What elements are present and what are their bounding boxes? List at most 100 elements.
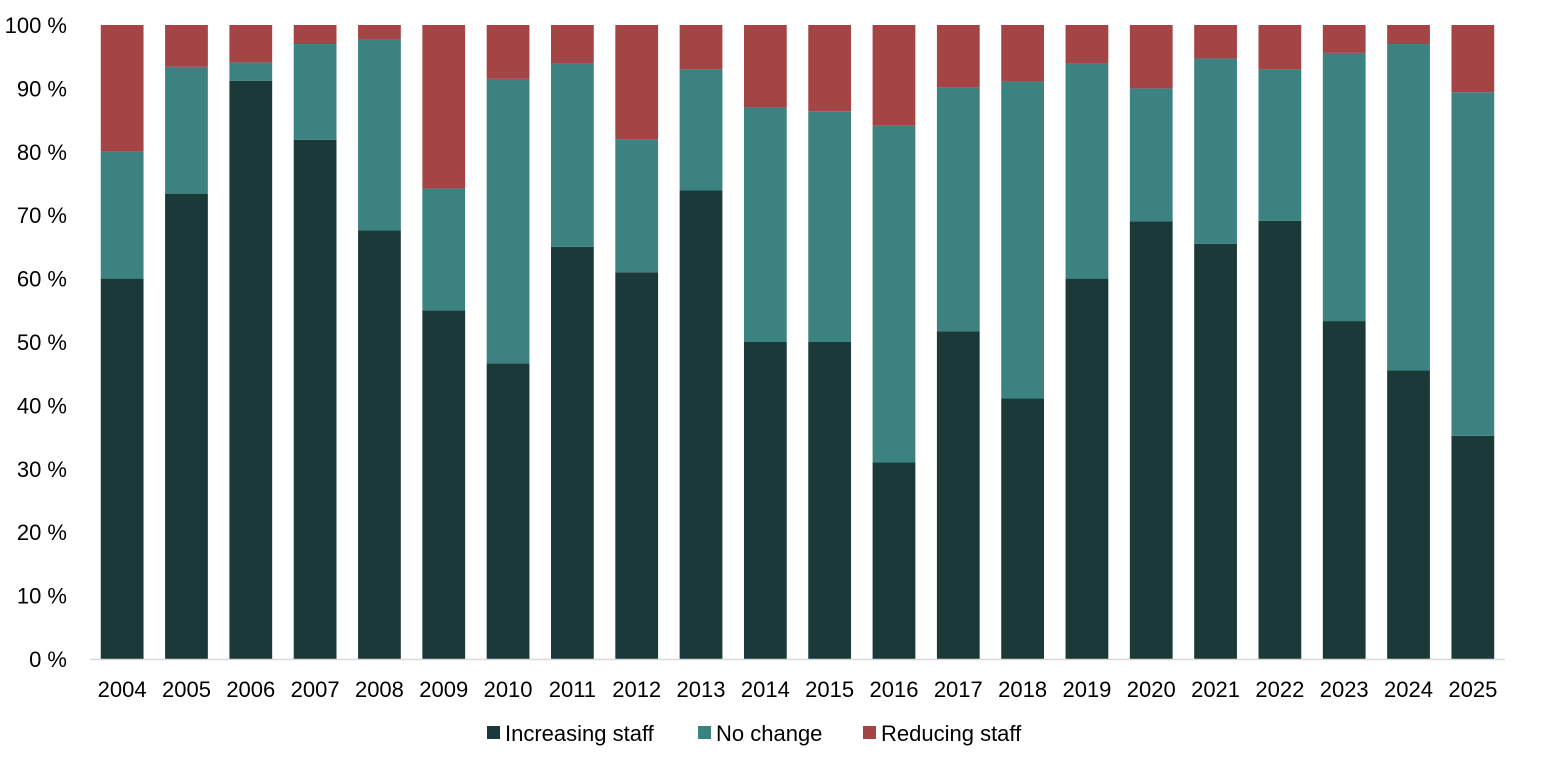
legend-label: Increasing staff bbox=[505, 721, 655, 746]
bar-reducing-staff-2009 bbox=[422, 25, 466, 189]
bar-reducing-staff-2017 bbox=[936, 25, 980, 88]
bar-increasing-staff-2011 bbox=[551, 246, 594, 659]
bar-increasing-staff-2017 bbox=[936, 331, 980, 659]
x-tick-label: 2004 bbox=[98, 677, 147, 702]
bar-no-change-2024 bbox=[1387, 44, 1430, 371]
bar-no-change-2004 bbox=[100, 151, 144, 279]
x-tick-label: 2019 bbox=[1062, 677, 1111, 702]
bar-reducing-staff-2023 bbox=[1322, 25, 1366, 53]
x-tick-label: 2011 bbox=[549, 677, 596, 702]
bar-stack-2025 bbox=[1451, 25, 1495, 659]
bar-reducing-staff-2013 bbox=[679, 25, 723, 70]
x-tick-label: 2008 bbox=[355, 677, 404, 702]
bar-stack-2011 bbox=[551, 25, 594, 659]
bar-no-change-2007 bbox=[293, 44, 337, 140]
legend-item-increasing-staff: Increasing staff bbox=[487, 721, 655, 746]
y-tick-label: 20 % bbox=[17, 520, 67, 545]
x-tick-label: 2020 bbox=[1127, 677, 1176, 702]
bar-increasing-staff-2015 bbox=[808, 342, 852, 659]
bar-reducing-staff-2021 bbox=[1194, 25, 1237, 59]
bar-increasing-staff-2020 bbox=[1129, 221, 1173, 660]
legend-item-no-change: No change bbox=[698, 721, 822, 746]
bar-no-change-2021 bbox=[1194, 58, 1237, 244]
bar-increasing-staff-2007 bbox=[293, 139, 337, 659]
bar-reducing-staff-2014 bbox=[743, 25, 787, 108]
bar-no-change-2008 bbox=[358, 38, 401, 231]
bar-stack-2017 bbox=[936, 25, 980, 659]
x-tick-label: 2015 bbox=[805, 677, 854, 702]
bar-reducing-staff-2024 bbox=[1387, 25, 1430, 45]
bar-no-change-2022 bbox=[1258, 69, 1302, 221]
x-tick-label: 2022 bbox=[1255, 677, 1304, 702]
bar-increasing-staff-2004 bbox=[100, 278, 144, 659]
bar-no-change-2025 bbox=[1451, 92, 1495, 436]
bar-stack-2023 bbox=[1322, 25, 1366, 659]
bar-reducing-staff-2004 bbox=[100, 25, 144, 152]
bar-increasing-staff-2008 bbox=[358, 230, 401, 660]
bar-reducing-staff-2025 bbox=[1451, 25, 1495, 93]
bar-no-change-2012 bbox=[615, 139, 659, 273]
bar-reducing-staff-2007 bbox=[293, 25, 337, 45]
x-tick-label: 2013 bbox=[677, 677, 726, 702]
y-tick-label: 90 % bbox=[17, 76, 67, 101]
bar-stack-2006 bbox=[229, 25, 273, 660]
legend-swatch bbox=[487, 726, 500, 739]
bar-stack-2022 bbox=[1258, 25, 1302, 659]
bar-increasing-staff-2006 bbox=[229, 80, 273, 660]
bar-stack-2018 bbox=[1001, 25, 1044, 659]
bar-increasing-staff-2009 bbox=[422, 310, 466, 659]
x-tick-label: 2024 bbox=[1384, 677, 1433, 702]
y-tick-label: 70 % bbox=[17, 203, 67, 228]
bar-no-change-2019 bbox=[1065, 63, 1109, 279]
bar-reducing-staff-2022 bbox=[1258, 25, 1302, 70]
bar-reducing-staff-2011 bbox=[551, 25, 594, 64]
bar-increasing-staff-2014 bbox=[743, 342, 787, 659]
bar-stack-2004 bbox=[100, 25, 144, 659]
bar-reducing-staff-2005 bbox=[165, 25, 208, 67]
bar-increasing-staff-2022 bbox=[1258, 220, 1302, 659]
x-axis: 2004 2005 2006 2007 2008 2009 2010 2011 2012 2013… bbox=[98, 677, 1498, 702]
bar-increasing-staff-2005 bbox=[165, 193, 208, 659]
bar-stack-2016 bbox=[872, 25, 916, 659]
x-tick-label: 2006 bbox=[226, 677, 275, 702]
bar-increasing-staff-2019 bbox=[1065, 278, 1109, 659]
legend-swatch bbox=[863, 726, 876, 739]
bar-no-change-2010 bbox=[486, 78, 530, 364]
bar-reducing-staff-2019 bbox=[1065, 25, 1109, 64]
bar-reducing-staff-2010 bbox=[486, 25, 530, 79]
legend-swatch bbox=[698, 726, 711, 739]
bar-reducing-staff-2016 bbox=[872, 25, 916, 126]
legend-label: No change bbox=[716, 721, 822, 746]
x-tick-label: 2005 bbox=[162, 677, 211, 702]
bar-increasing-staff-2021 bbox=[1194, 243, 1237, 660]
bar-no-change-2014 bbox=[743, 107, 787, 342]
x-tick-label: 2025 bbox=[1448, 677, 1497, 702]
y-tick-label: 60 % bbox=[17, 267, 67, 292]
bar-no-change-2020 bbox=[1129, 88, 1173, 222]
y-tick-label: 30 % bbox=[17, 457, 67, 482]
bar-increasing-staff-2016 bbox=[872, 462, 916, 659]
bars bbox=[100, 25, 1495, 660]
x-tick-label: 2007 bbox=[291, 677, 340, 702]
x-tick-label: 2018 bbox=[998, 677, 1047, 702]
bar-stack-2005 bbox=[165, 25, 208, 659]
bar-increasing-staff-2025 bbox=[1451, 435, 1495, 659]
x-tick-label: 2012 bbox=[612, 677, 661, 702]
bar-reducing-staff-2008 bbox=[358, 25, 401, 39]
y-axis: 0 % 10 % 20 % 30 % 40 % 50 % 60 % 70 % 80 % 90 % 1… bbox=[5, 13, 67, 672]
bar-stack-2014 bbox=[743, 25, 787, 659]
bar-reducing-staff-2012 bbox=[615, 25, 659, 140]
x-tick-label: 2009 bbox=[419, 677, 468, 702]
bar-no-change-2013 bbox=[679, 69, 723, 191]
bar-stack-2019 bbox=[1065, 25, 1109, 659]
bar-stack-2021 bbox=[1194, 25, 1237, 660]
bar-no-change-2005 bbox=[165, 66, 208, 194]
bar-no-change-2006 bbox=[229, 62, 273, 81]
bar-stack-2007 bbox=[293, 25, 337, 659]
bar-stack-2020 bbox=[1129, 25, 1173, 660]
bar-no-change-2009 bbox=[422, 188, 466, 311]
bar-increasing-staff-2018 bbox=[1001, 398, 1044, 659]
bar-increasing-staff-2010 bbox=[486, 363, 530, 659]
bar-increasing-staff-2023 bbox=[1322, 321, 1366, 659]
